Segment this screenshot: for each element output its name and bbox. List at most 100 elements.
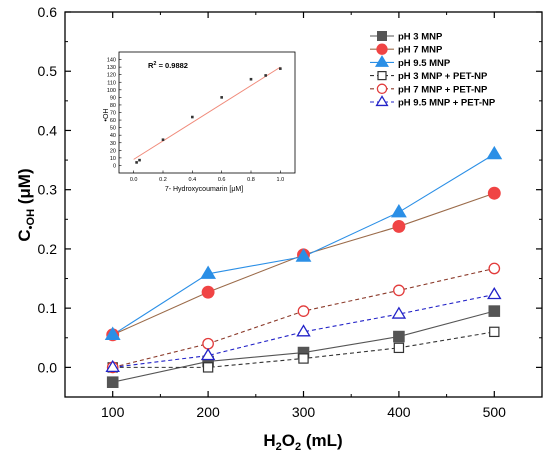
inset-r2-value: = 0.9882 bbox=[156, 61, 188, 70]
data-point bbox=[200, 347, 216, 361]
inset-data-point bbox=[161, 138, 165, 142]
x-tick-label: 100 bbox=[101, 404, 125, 420]
inset-x-tick-label: 0.4 bbox=[189, 177, 197, 183]
x-axis-title-o: O bbox=[282, 431, 295, 450]
inset-y-label: •OH bbox=[103, 109, 110, 122]
data-point bbox=[106, 376, 119, 388]
inset-r2-label: R bbox=[148, 61, 154, 70]
data-point bbox=[489, 326, 500, 338]
x-tick-label: 300 bbox=[292, 404, 316, 420]
inset-y-tick-label: 90 bbox=[110, 95, 116, 101]
data-point bbox=[202, 337, 214, 350]
data-point bbox=[390, 203, 407, 218]
data-point bbox=[202, 362, 214, 373]
inset-data-point bbox=[135, 161, 138, 164]
data-point bbox=[486, 145, 503, 160]
x-tick-label: 400 bbox=[387, 404, 411, 420]
inset-y-tick-label: 100 bbox=[107, 88, 116, 94]
inset-y-tick-label: 30 bbox=[110, 141, 116, 147]
y-tick-label: 0.5 bbox=[38, 63, 58, 79]
legend-marker bbox=[377, 31, 388, 42]
data-point bbox=[393, 342, 405, 354]
inset-r2-annotation: R2 = 0.9882 bbox=[148, 61, 188, 70]
legend-marker bbox=[377, 70, 387, 81]
data-point bbox=[393, 284, 405, 297]
inset-points bbox=[135, 67, 282, 164]
y-tick-label: 0.0 bbox=[38, 359, 58, 375]
inset-y-tick-label: 140 bbox=[107, 58, 116, 64]
inset-y-tick-label: 110 bbox=[107, 80, 116, 86]
x-axis-title-suffix: (mL) bbox=[301, 431, 343, 450]
inset-fit-line-segment bbox=[133, 66, 281, 160]
inset-data-point bbox=[249, 77, 253, 81]
series-markers bbox=[104, 145, 503, 388]
legend-label: pH 3 MNP + PET-NP bbox=[398, 71, 488, 82]
x-axis-title-sub1: 2 bbox=[276, 441, 282, 453]
y-axis: 0.0 0.1 0.2 0.3 0.4 0.5 0.6 bbox=[38, 4, 542, 375]
inset-x-label: 7- Hydroxycoumarin [μM] bbox=[165, 186, 243, 193]
inset-y-tick-label: 50 bbox=[110, 126, 116, 132]
x-tick-label: 200 bbox=[196, 404, 220, 420]
x-axis: 100 200 300 400 500 bbox=[64, 12, 507, 420]
y-tick-label: 0.4 bbox=[38, 122, 58, 138]
x-axis-title-sub2: 2 bbox=[295, 441, 301, 453]
inset-data-point bbox=[191, 115, 194, 119]
legend-label: pH 7 MNP bbox=[398, 45, 443, 56]
inset-frame bbox=[118, 51, 296, 174]
data-point bbox=[488, 262, 501, 275]
inset-r2-sup: 2 bbox=[153, 61, 156, 67]
data-point bbox=[295, 248, 312, 262]
inset-y-tick-label: 70 bbox=[110, 111, 116, 117]
inset-x-tick-label: 0.6 bbox=[218, 177, 226, 183]
inset-data-point bbox=[279, 67, 282, 70]
legend-marker bbox=[376, 83, 388, 95]
series-line bbox=[112, 293, 495, 368]
inset-y-tick-label: 10 bbox=[110, 156, 116, 162]
x-axis-title: H2O2 (mL) bbox=[263, 431, 342, 453]
legend-label: pH 9.5 MNP + PET-NP bbox=[398, 98, 496, 109]
legend-label: pH 3 MNP bbox=[398, 32, 443, 43]
x-axis-title-h: H bbox=[263, 431, 275, 450]
data-point bbox=[487, 186, 501, 200]
data-point bbox=[201, 285, 215, 299]
legend-marker bbox=[374, 55, 390, 67]
data-point bbox=[391, 306, 407, 319]
y-tick-label: 0.3 bbox=[38, 182, 58, 198]
inset-x-tick-label: 0.8 bbox=[247, 177, 255, 183]
data-point bbox=[296, 324, 311, 337]
inset-y-tick-label: 20 bbox=[110, 148, 116, 154]
y-tick-label: 0.6 bbox=[38, 4, 58, 20]
inset-x-tick-label: 1.0 bbox=[277, 177, 285, 183]
data-point bbox=[298, 353, 309, 364]
y-axis-title-main: C bbox=[15, 229, 34, 241]
inset-y-tick-label: 80 bbox=[110, 103, 116, 109]
legend: pH 3 MNP pH 7 MNP pH 9.5 MNP pH 3 MNP + PET… bbox=[370, 31, 496, 109]
inset-data-point bbox=[138, 158, 141, 162]
data-point bbox=[487, 286, 502, 300]
y-tick-label: 0.2 bbox=[38, 241, 58, 257]
inset-y-tick-label: 60 bbox=[110, 118, 116, 124]
legend-label: pH 7 MNP + PET-NP bbox=[398, 84, 488, 95]
inset-y-tick-label: 130 bbox=[107, 65, 116, 71]
inset-y-tick-label: 40 bbox=[110, 133, 116, 139]
data-point bbox=[392, 219, 406, 233]
legend-marker bbox=[376, 43, 388, 55]
inset-data-point bbox=[264, 74, 267, 77]
data-point bbox=[297, 305, 310, 317]
data-point bbox=[488, 305, 501, 317]
y-axis-title-sub: •OH bbox=[25, 209, 37, 229]
inset-y-tick-label: 0 bbox=[113, 163, 116, 169]
inset-data-point bbox=[220, 96, 223, 99]
data-point bbox=[104, 326, 121, 340]
legend-marker bbox=[375, 95, 389, 107]
x-tick-label: 500 bbox=[483, 404, 507, 420]
legend-label: pH 9.5 MNP bbox=[398, 58, 451, 69]
data-point bbox=[200, 265, 217, 279]
data-point bbox=[105, 359, 120, 373]
data-point bbox=[393, 330, 405, 343]
inset-x-tick-label: 0.0 bbox=[130, 177, 138, 183]
inset-y-tick-label: 120 bbox=[107, 73, 116, 79]
